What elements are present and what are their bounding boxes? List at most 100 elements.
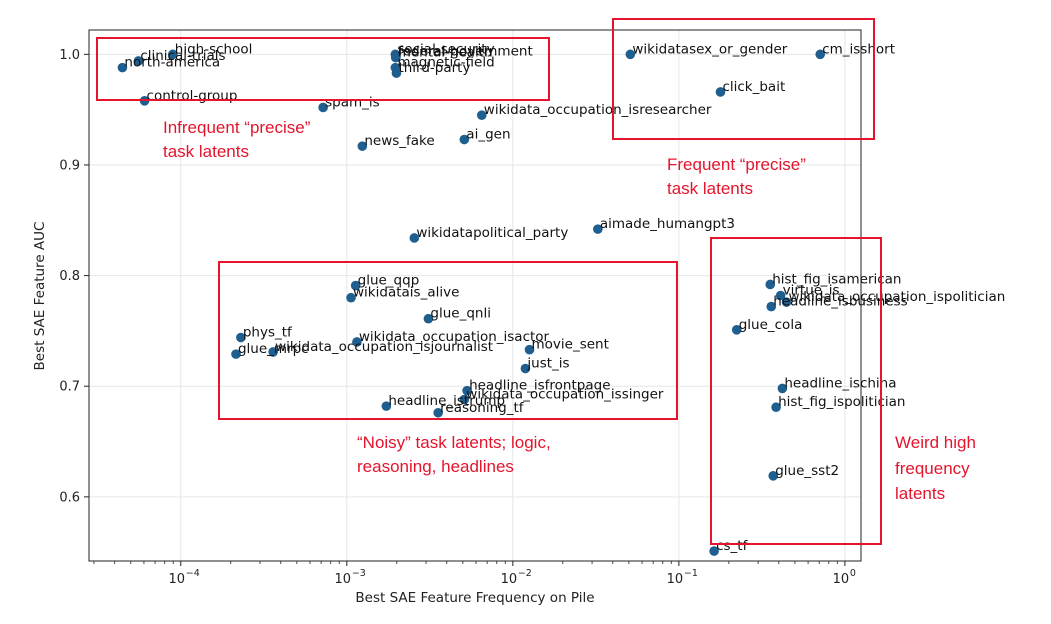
annotation-infrequent-line-2: task latents [163, 142, 249, 161]
data-point [768, 471, 779, 481]
data-point-label: wikidatapolitical_party [416, 225, 568, 241]
data-point [268, 347, 278, 357]
data-point-label: high-school [175, 41, 253, 57]
annotation-box-infrequent [96, 37, 550, 101]
data-point [775, 290, 786, 301]
data-point-label: virtue_is [783, 283, 840, 299]
data-point-label: wikidata_occupation_issinger [466, 386, 664, 402]
data-point [409, 233, 420, 243]
annotation-box-frequent [612, 18, 875, 140]
data-point [709, 546, 719, 556]
data-point-label: phys_tf [243, 325, 293, 341]
data-point [462, 385, 472, 396]
annotation-frequent-line-2: task latents [667, 179, 753, 198]
data-point-label: reasoning_tf [440, 400, 525, 416]
data-point-label: aimade_humangpt3 [600, 216, 735, 232]
annotation-infrequent-line-1: Infrequent “precise” [163, 118, 311, 137]
x-tick-exponent: 0 [850, 568, 856, 579]
y-axis: 0.6 0.7 0.8 0.9 1.0 [59, 48, 89, 505]
x-axis-label: Best SAE Feature Frequency on Pile [355, 590, 594, 606]
annotation-noisy-line-1: “Noisy” task latents; logic, [357, 433, 551, 452]
y-tick-label: 0.9 [59, 158, 80, 173]
data-point [777, 383, 788, 394]
data-point-label: glue_qqp [358, 273, 420, 289]
y-tick-label: 0.8 [59, 269, 80, 284]
data-point [459, 394, 470, 405]
data-point [765, 279, 776, 290]
data-point [459, 134, 470, 145]
data-point-label: third-party [398, 60, 470, 76]
data-point-label: glue_cola [739, 317, 803, 333]
data-point-label: federal-government [398, 44, 533, 60]
data-points [117, 49, 826, 556]
data-point-label: wikidatasex_or_gender [632, 41, 787, 57]
annotation-box-weird [710, 237, 882, 545]
plot-area [88, 29, 862, 562]
data-point [381, 401, 392, 411]
data-point [390, 52, 401, 63]
data-point-label: movie_sent [532, 337, 609, 353]
data-point-label: hist_fig_isamerican [772, 271, 901, 287]
data-point [357, 141, 368, 151]
y-tick-label: 0.6 [59, 490, 80, 505]
data-point [766, 301, 777, 312]
data-point-label: clinical-trials [140, 48, 225, 64]
data-point [815, 49, 826, 60]
y-tick-label: 1.0 [59, 48, 80, 63]
data-point [593, 224, 603, 234]
data-point-label: glue_mrpc [238, 341, 309, 357]
y-tick-label: 0.7 [59, 380, 80, 395]
data-point-label: just_is [526, 356, 569, 372]
x-tick-exponent: −4 [186, 568, 200, 579]
data-point-label: glue_qnli [430, 306, 491, 322]
data-point-label: mental-health [398, 45, 493, 61]
data-point [350, 280, 361, 291]
data-point [133, 56, 144, 66]
data-point-label: wikidata_occupation_isactor [359, 329, 550, 345]
data-point-label: glue_sst2 [775, 463, 839, 479]
annotation-weird-line-1: Weird high [895, 433, 976, 452]
data-point-label: headline_isfrontpage [469, 378, 610, 394]
data-point [781, 297, 792, 307]
data-point-label: social-security [397, 41, 494, 57]
data-point [476, 110, 487, 120]
data-point [423, 313, 434, 324]
annotation-frequent-line-1: Frequent “precise” [667, 155, 806, 174]
data-point-label: cs_tf [716, 538, 748, 554]
data-point-label: headline_ischina [784, 375, 896, 391]
data-point-label: wikidata_occupation_ispolitician [789, 289, 1006, 305]
data-point [625, 49, 636, 60]
data-point-label: cm_isshort [822, 41, 895, 57]
x-tick-label: 10 [667, 572, 684, 587]
annotation-weird-line-2: frequency [895, 459, 970, 478]
x-tick-label: 10 [335, 572, 352, 587]
data-point [391, 68, 402, 78]
data-point-label: hist_fig_ispolitician [778, 394, 905, 410]
data-point [524, 344, 535, 355]
data-point-label: headline_isbusiness [773, 294, 907, 310]
data-point [167, 49, 178, 60]
annotation-box-noisy [218, 261, 678, 420]
data-point [346, 292, 356, 303]
data-point-label: news_fake [364, 133, 434, 149]
data-point-label: headline_istrump [388, 393, 505, 409]
data-point-label: control-group [147, 88, 238, 104]
x-tick-label: 10 [501, 572, 518, 587]
data-point-label: north-america [124, 55, 220, 71]
data-point [520, 363, 531, 374]
data-point-label: wikidatais_alive [353, 285, 459, 301]
data-point [231, 349, 241, 359]
x-axis: 10 −4 10 −3 10 −2 10 −1 10 0 [93, 561, 856, 587]
x-tick-exponent: −2 [518, 568, 532, 579]
data-point-label: magnetic-field [397, 55, 494, 71]
x-tick-label: 10 [169, 572, 186, 587]
data-point-label: click_bait [722, 79, 785, 95]
data-point [771, 402, 781, 413]
data-point [318, 102, 328, 113]
x-tick-exponent: −3 [352, 568, 366, 579]
data-point [352, 337, 362, 347]
x-tick-label: 10 [833, 572, 850, 587]
grid-lines [89, 30, 861, 561]
